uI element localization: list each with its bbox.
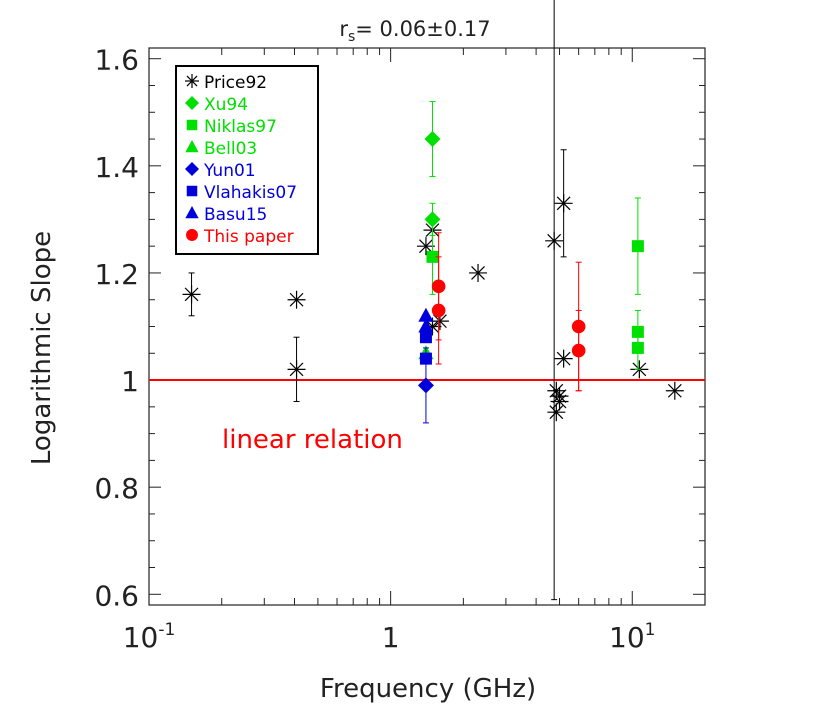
chart-title: rs= 0.06±0.17 xyxy=(339,17,490,45)
y-axis-label: Logarithmic Slope xyxy=(27,231,57,465)
data-point xyxy=(547,381,566,400)
data-point xyxy=(469,263,488,282)
data-point xyxy=(631,240,644,253)
chart-title-sub: s xyxy=(348,29,355,45)
linear-relation-label: linear relation xyxy=(222,425,403,455)
legend-label: This paper xyxy=(203,227,294,247)
y-tick-label: 1.6 xyxy=(94,44,139,77)
legend-marker xyxy=(186,229,198,241)
data-point xyxy=(554,194,573,213)
legend-marker xyxy=(185,74,199,88)
data-point xyxy=(550,392,569,411)
legend-label: Xu94 xyxy=(204,95,248,115)
legend-label: Vlahakis07 xyxy=(204,183,297,203)
legend-label: Yun01 xyxy=(203,161,256,181)
data-point xyxy=(545,231,564,250)
legend-marker xyxy=(185,206,199,219)
data-point xyxy=(418,318,434,333)
x-tick-label: 10-1 xyxy=(123,620,176,654)
data-point xyxy=(287,360,306,379)
y-tick-label: 1 xyxy=(121,365,139,398)
data-point xyxy=(431,303,446,318)
data-point xyxy=(571,343,586,358)
x-tick-label: 101 xyxy=(609,620,655,654)
data-point xyxy=(554,349,573,368)
y-tick-label: 0.6 xyxy=(94,579,139,612)
plot-area: 0.6 0.8 1 1.2 1.4 1.6 10-1 1 101 linear relation P… xyxy=(94,0,706,654)
legend-marker xyxy=(185,162,199,176)
data-point xyxy=(426,250,439,263)
data-point xyxy=(547,403,566,422)
legend-label: Niklas97 xyxy=(204,117,277,137)
legend-marker xyxy=(186,185,198,197)
legend-marker xyxy=(186,119,198,131)
chart-title-main: r xyxy=(339,17,348,41)
legend-label: Basu15 xyxy=(204,205,267,225)
data-point xyxy=(419,352,432,365)
legend-marker xyxy=(185,96,199,110)
data-point xyxy=(418,307,434,322)
data-point xyxy=(424,131,441,148)
legend-label: Price92 xyxy=(204,73,267,93)
data-point xyxy=(419,331,432,344)
chart-title-rest: = 0.06±0.17 xyxy=(355,17,490,41)
legend-label: Bell03 xyxy=(204,139,257,159)
data-point xyxy=(417,377,434,394)
y-tick-label: 0.8 xyxy=(94,472,139,505)
x-tick-label: 1 xyxy=(382,621,400,654)
data-point xyxy=(631,341,644,354)
data-point xyxy=(287,290,306,309)
data-point xyxy=(182,285,201,304)
data-point xyxy=(416,237,435,256)
data-point xyxy=(665,381,684,400)
y-tick-label: 1.4 xyxy=(94,151,139,184)
legend-marker xyxy=(185,140,199,153)
legend-box xyxy=(175,65,319,255)
y-tick-label: 1.2 xyxy=(94,258,139,291)
x-axis-label: Frequency (GHz) xyxy=(320,674,536,704)
